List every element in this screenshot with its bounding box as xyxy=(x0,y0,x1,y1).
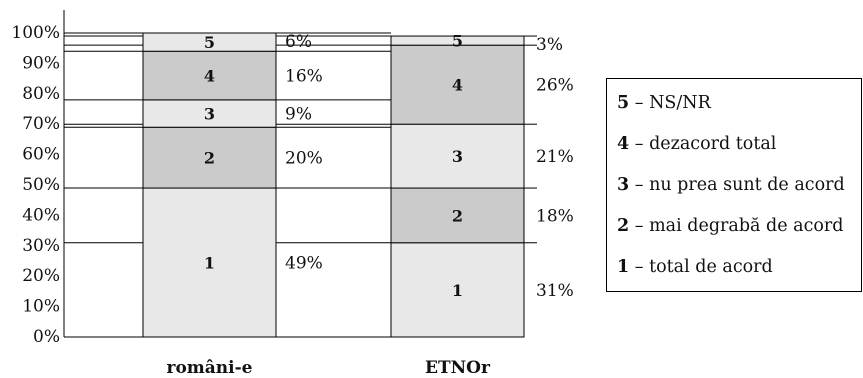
bar-segment xyxy=(390,44,525,125)
legend-key-4: 4 xyxy=(617,134,630,154)
y-tick-label: 50% xyxy=(22,175,60,195)
category-label: ETNOr xyxy=(425,358,491,378)
segment-label: 2 xyxy=(204,149,215,168)
y-tick-label: 10% xyxy=(22,297,60,317)
data-label: 6% xyxy=(285,32,312,52)
segment-label: 5 xyxy=(452,32,463,51)
chart-legend: 5 – NS/NR 4 – dezacord total 3 – nu prea… xyxy=(606,78,862,292)
y-tick-label: 20% xyxy=(22,266,60,286)
bar-segment xyxy=(142,99,277,128)
data-label: 9% xyxy=(285,105,312,125)
data-label: 20% xyxy=(285,149,323,169)
legend-item-5: 5 – NS/NR xyxy=(617,93,711,113)
legend-label-2: mai degrabă de acord xyxy=(649,216,844,236)
category-label: români-e xyxy=(167,358,253,378)
y-tick-label: 60% xyxy=(22,145,60,165)
bar-segment xyxy=(142,187,277,338)
segment-label: 4 xyxy=(452,76,463,95)
data-label: 3% xyxy=(536,35,563,55)
legend-key-2: 2 xyxy=(617,216,630,236)
y-tick-label: 40% xyxy=(22,205,60,225)
legend-label-4: dezacord total xyxy=(649,134,777,154)
data-label: 31% xyxy=(536,281,574,301)
bar-segment xyxy=(390,123,525,189)
segment-label: 4 xyxy=(204,67,215,86)
y-tick-label: 90% xyxy=(22,53,60,73)
bar-segment xyxy=(142,50,277,101)
segment-label: 1 xyxy=(204,254,215,273)
segment-label: 2 xyxy=(452,206,463,225)
segment-label: 1 xyxy=(452,281,463,300)
legend-item-1: 1 – total de acord xyxy=(617,257,773,277)
data-label: 16% xyxy=(285,67,323,87)
stacked-bar-chart: 0% 10% 20% 30% 40% 50% 60% 70% 80% 90% 100% 1 2 3 4 5 1 2… xyxy=(11,10,574,378)
legend-key-3: 3 xyxy=(617,175,630,195)
segment-label: 5 xyxy=(204,33,215,52)
legend-label-1: total de acord xyxy=(649,257,773,277)
segment-label: 3 xyxy=(204,105,215,124)
bar-segment xyxy=(390,35,525,46)
data-label: 26% xyxy=(536,76,574,96)
y-tick-label: 70% xyxy=(22,114,60,134)
y-tick-label: 30% xyxy=(22,236,60,256)
legend-item-4: 4 – dezacord total xyxy=(617,134,777,154)
legend-key-1: 1 xyxy=(617,257,630,277)
data-label: 21% xyxy=(536,147,574,167)
y-tick-label: 0% xyxy=(33,327,60,347)
legend-key-5: 5 xyxy=(617,93,630,113)
legend-item-3: 3 – nu prea sunt de acord xyxy=(617,175,845,195)
legend-label-3: nu prea sunt de acord xyxy=(649,175,845,195)
bar-segment xyxy=(142,32,277,52)
y-tick-label: 100% xyxy=(11,23,60,43)
data-label: 18% xyxy=(536,206,574,226)
legend-item-2: 2 – mai degrabă de acord xyxy=(617,216,844,236)
segment-label: 3 xyxy=(452,147,463,166)
legend-label-5: NS/NR xyxy=(649,93,711,113)
y-tick-label: 80% xyxy=(22,84,60,104)
data-label: 49% xyxy=(285,254,323,274)
